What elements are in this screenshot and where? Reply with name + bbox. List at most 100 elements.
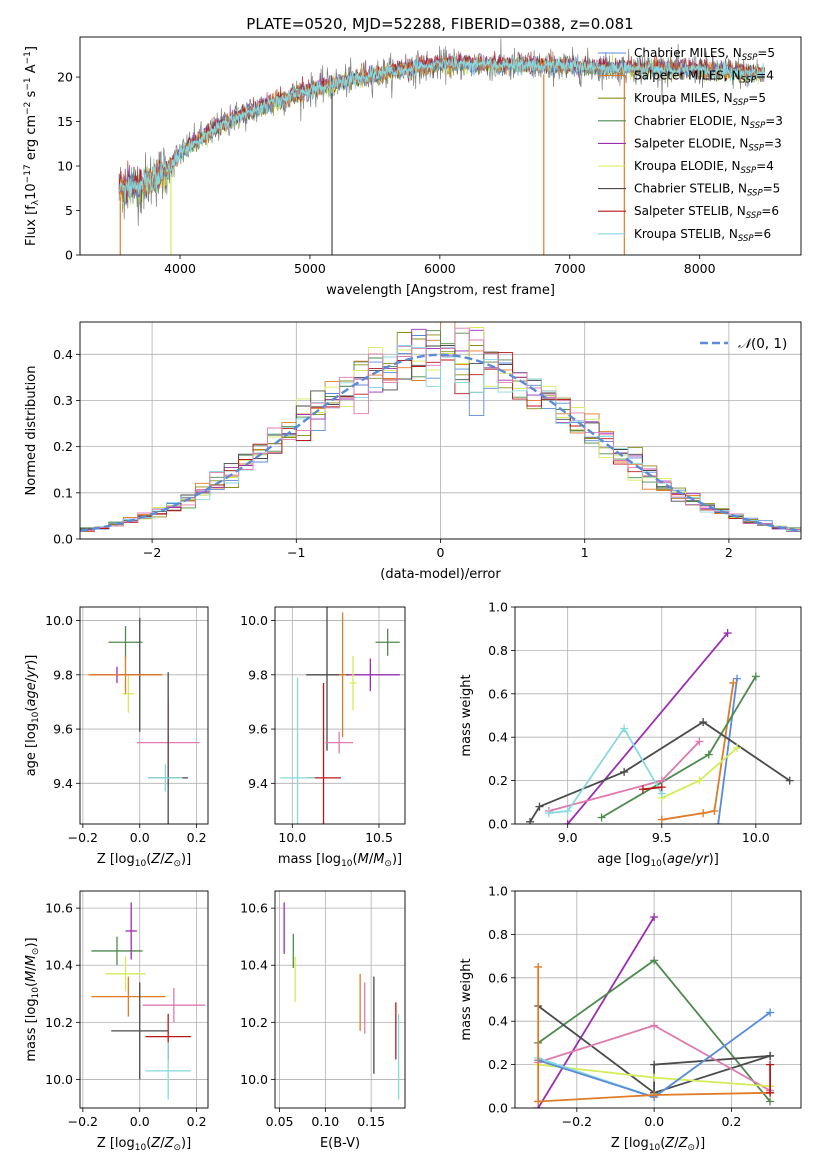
y-tick-label: 1.0 xyxy=(488,884,508,899)
axes-age_vs_mass: 10.0 10.5 9.4 9.6 9.8 10.0 mass [log10(M/M⊙)] xyxy=(240,606,406,869)
x-axis-label: Z [log10(Z/Z⊙)] xyxy=(97,1136,191,1153)
y-tick-label: 9.4 xyxy=(53,776,73,791)
errorbar-point xyxy=(280,677,315,824)
axes-mass_vs_Z: −0.2 0.0 0.2 10.0 10.2 10.4 10.6 Z [log10(Z/Z⊙)… xyxy=(24,890,209,1153)
plus-marker xyxy=(534,1097,543,1106)
weight-lines xyxy=(526,629,794,824)
plus-marker xyxy=(699,809,708,818)
legend-label: Salpeter ELODIE, NSSP=3 xyxy=(634,136,782,153)
errorbar-point xyxy=(111,982,169,1080)
y-tick-label: 0.6 xyxy=(488,686,508,701)
errorbars xyxy=(91,902,206,1100)
weight-line xyxy=(548,740,701,812)
errorbar-point xyxy=(349,655,357,711)
errorbar-point xyxy=(91,936,143,966)
plus-marker xyxy=(733,744,742,753)
y-tick-label: 9.8 xyxy=(53,667,73,682)
errorbar-point xyxy=(340,658,400,692)
plus-marker xyxy=(620,767,629,776)
y-tick-label: 10.6 xyxy=(240,901,268,916)
axes-frame xyxy=(514,890,802,1109)
errorbars xyxy=(283,902,400,1100)
y-tick-label: 9.6 xyxy=(248,722,268,737)
y-tick-label: 0.8 xyxy=(488,927,508,942)
weight-line xyxy=(661,682,735,821)
legend-label: Salpeter STELIB, NSSP=6 xyxy=(634,204,779,221)
plus-marker xyxy=(563,820,572,824)
y-tick-label: 10.0 xyxy=(45,613,73,628)
x-axis-label: mass [log10(M/M⊙)] xyxy=(278,852,402,869)
x-tick-label: −0.2 xyxy=(562,1114,592,1129)
y-tick-label: 10.4 xyxy=(45,958,73,973)
plus-marker xyxy=(534,962,543,971)
y-tick-label: 0.3 xyxy=(53,393,73,408)
x-axis-label: age [log10(age/yr)] xyxy=(597,852,719,869)
y-tick-label: 9.6 xyxy=(53,722,73,737)
y-axis-label: mass weight xyxy=(459,674,474,756)
weight-line xyxy=(548,726,663,814)
errorbar-point xyxy=(339,612,347,738)
x-tick-label: 0.0 xyxy=(644,1114,664,1129)
y-tick-label: 20 xyxy=(57,70,73,85)
axes-frame xyxy=(514,606,802,825)
x-tick-label: 10.0 xyxy=(278,830,306,845)
y-tick-label: 0.0 xyxy=(53,532,73,547)
plus-marker xyxy=(695,776,704,785)
legend-label: Chabrier ELODIE, NSSP=3 xyxy=(634,114,783,131)
x-axis-label: E(B-V) xyxy=(320,1136,360,1151)
y-tick-label: 0.1 xyxy=(53,485,73,500)
axes-frame xyxy=(79,36,802,256)
axes-frame xyxy=(79,606,209,825)
errorbar-point xyxy=(105,956,146,991)
errorbar-point xyxy=(325,731,353,754)
y-tick-label: 10.0 xyxy=(240,613,268,628)
y-tick-label: 9.8 xyxy=(248,667,268,682)
histograms xyxy=(80,322,801,534)
axes-spectrum: 4000 5000 6000 7000 8000 0 5 10 15 20 wavelength [… xyxy=(23,36,802,298)
plus-marker xyxy=(650,956,659,965)
errorbars xyxy=(280,607,400,824)
x-tick-label: 9.5 xyxy=(652,830,672,845)
normal-curve xyxy=(80,353,799,533)
plus-marker xyxy=(657,815,666,824)
plus-marker xyxy=(544,809,553,818)
axes-frame xyxy=(274,606,406,825)
x-tick-label: 6000 xyxy=(424,261,456,276)
plus-marker xyxy=(650,913,659,922)
y-tick-label: 10.0 xyxy=(45,1072,73,1087)
y-axis-label: mass [log10(M/M⊙)] xyxy=(24,937,41,1061)
y-tick-label: 0.2 xyxy=(488,1057,508,1072)
y-axis-label: Normed distribution xyxy=(24,366,39,496)
x-axis-label: Z [log10(Z/Z⊙)] xyxy=(97,852,191,869)
axes-residuals: −2 −1 0 1 2 0.0 0.1 0.2 0.3 0.4 (data-model)/error… xyxy=(24,321,802,582)
figure-title: PLATE=0520, MJD=52288, FIBERID=0388, z=0… xyxy=(246,15,633,33)
y-axis-label: Flux [fλ10−17 erg cm−2 s−1 A−1] xyxy=(23,46,41,246)
plus-marker xyxy=(723,629,732,638)
legend-label: Kroupa STELIB, NSSP=6 xyxy=(634,227,771,244)
axes-frame xyxy=(274,890,406,1109)
plus-marker xyxy=(526,817,535,824)
plus-marker xyxy=(620,724,629,733)
plus-marker xyxy=(650,1073,659,1082)
errorbar-point xyxy=(125,902,137,960)
spectrum-legend: Chabrier MILES, NSSP=5 Salpeter MILES, NS… xyxy=(598,46,783,244)
plus-marker xyxy=(766,1088,775,1097)
y-axis-label: mass weight xyxy=(459,958,474,1040)
legend-label: Salpeter MILES, NSSP=4 xyxy=(634,69,774,86)
plus-marker xyxy=(710,806,719,815)
axes-age_vs_Z: −0.2 0.0 0.2 9.4 9.6 9.8 10.0 Z [log10(Z/Z⊙)] ag… xyxy=(24,606,209,869)
weight-line xyxy=(661,747,738,799)
x-tick-label: 0.2 xyxy=(187,1114,207,1129)
x-tick-label: 7000 xyxy=(554,261,586,276)
errorbar-point xyxy=(375,628,400,656)
plus-marker xyxy=(638,785,647,794)
axes-frame xyxy=(79,890,209,1109)
weight-lines xyxy=(534,913,775,1108)
plus-marker xyxy=(650,1060,659,1069)
plus-marker xyxy=(729,678,738,687)
x-tick-label: −2 xyxy=(143,545,161,560)
y-tick-label: 0.0 xyxy=(488,817,508,832)
spectrum-model-line xyxy=(118,55,765,203)
y-tick-label: 0.6 xyxy=(488,970,508,985)
